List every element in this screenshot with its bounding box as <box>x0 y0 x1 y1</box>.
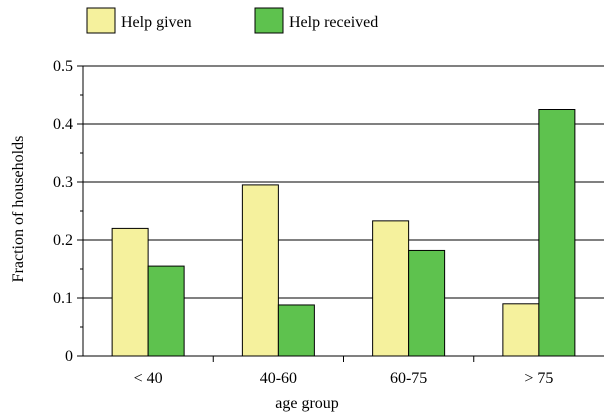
x-tick-label: < 40 <box>134 370 163 387</box>
legend-label-help-received: Help received <box>289 14 378 31</box>
x-tick-label: > 75 <box>524 370 553 387</box>
y-tick-label: 0.3 <box>53 174 73 191</box>
bar-help-given-0 <box>111 227 149 357</box>
x-axis-label: age group <box>275 395 339 412</box>
bar-help-received-1 <box>277 304 315 357</box>
bar-help-received-0 <box>147 265 185 357</box>
gridlines <box>83 123 604 299</box>
y-tick-label: 0.4 <box>53 116 73 133</box>
bar-help-received-2 <box>408 249 446 357</box>
bar-help-received-3 <box>538 109 576 357</box>
y-tick-label: 0.2 <box>53 232 73 249</box>
bar-help-given-1 <box>241 184 279 357</box>
x-tick-label: 40-60 <box>260 370 297 387</box>
legend-swatch-help-received <box>254 7 284 34</box>
x-tick-label: 60-75 <box>390 370 427 387</box>
bar-help-given-2 <box>372 220 410 357</box>
y-tick-label: 0.1 <box>53 290 73 307</box>
legend: Help given Help received <box>86 7 378 34</box>
y-tick-label: 0.5 <box>53 58 73 75</box>
y-tick-label: 0 <box>65 348 73 365</box>
y-axis-ticks: 0 0.1 0.2 0.3 0.4 0.5 <box>53 58 83 365</box>
legend-label-help-given: Help given <box>121 14 192 31</box>
y-axis-label: Fraction of households <box>10 136 27 283</box>
legend-swatch-help-given <box>86 7 116 34</box>
bars <box>111 109 576 357</box>
x-axis-ticks: < 40 40-60 60-75 > 75 <box>134 356 553 387</box>
bar-help-given-3 <box>502 303 540 357</box>
